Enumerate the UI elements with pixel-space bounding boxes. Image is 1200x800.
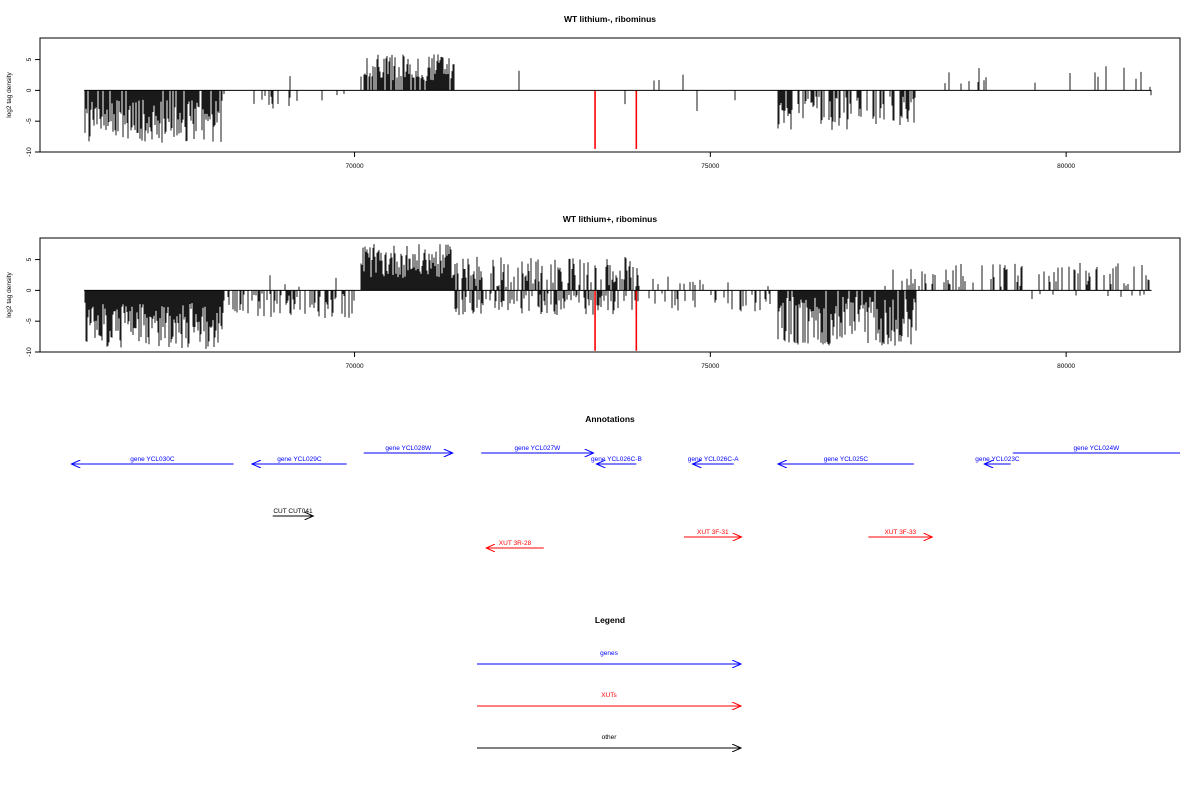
feature-label: XUT 3F-33 — [885, 529, 917, 536]
y-tick-label: 5 — [26, 57, 33, 61]
y-tick-label: -5 — [26, 118, 33, 124]
annotation-feature: gene YCL028W — [363, 445, 453, 453]
annotations-panel: Annotations gene YCL030C gene YCL029Cgene… — [71, 414, 1180, 548]
x-tick-label: 80000 — [1057, 363, 1075, 370]
feature-label: gene YCL023C — [975, 456, 1020, 463]
feature-label: gene YCL030C — [130, 456, 175, 463]
feature-label: gene YCL026C-A — [688, 456, 739, 463]
annotation-feature: gene YCL024W — [1012, 445, 1180, 454]
legend-item: XUTs — [477, 692, 741, 706]
feature-label: CUT CUT041 — [273, 508, 313, 515]
x-tick-label: 70000 — [345, 363, 363, 370]
x-tick-label: 75000 — [701, 163, 719, 170]
track-panel-1: WT lithium-, ribominus 70000 75000 80000 5… — [6, 14, 1181, 170]
y-tick-label: 0 — [26, 288, 33, 292]
legend-label: genes — [600, 650, 618, 657]
feature-label: XUT 3R-28 — [499, 540, 532, 547]
annotation-feature: XUT 3F-33 — [868, 529, 932, 537]
annotation-feature: gene YCL029C — [252, 456, 347, 464]
y-tick-label: -10 — [26, 147, 33, 157]
x-tick-label: 70000 — [345, 163, 363, 170]
panel-2-title: WT lithium+, ribominus — [563, 214, 657, 224]
track-panel-2: WT lithium+, ribominus 70000 75000 80000 5… — [6, 214, 1181, 370]
legend-label: other — [602, 734, 618, 741]
annotation-feature: XUT 3F-31 — [684, 529, 742, 537]
feature-label: gene YCL029C — [277, 456, 322, 463]
panel-1-signal-bars — [84, 54, 1152, 143]
panel-1-frame — [39, 37, 1181, 153]
y-tick-label: -10 — [26, 347, 33, 357]
feature-label: XUT 3F-31 — [697, 529, 729, 536]
feature-label: gene YCL024W — [1073, 445, 1120, 452]
y-tick-label: 0 — [26, 88, 33, 92]
annotation-feature: gene YCL026C-A — [688, 456, 739, 464]
panel-2-y-axis: 5 0 -5 -10 — [26, 257, 41, 357]
legend-item: genes — [477, 650, 741, 664]
panel-2-x-axis: 70000 75000 80000 — [345, 351, 1076, 370]
legend-label: XUTs — [601, 692, 617, 699]
panel-2-y-label: log2 tag density — [6, 271, 13, 317]
annotations-title: Annotations — [585, 414, 635, 424]
feature-label: gene YCL027W — [515, 445, 562, 452]
panel-1-y-label: log2 tag density — [6, 71, 13, 117]
legend-item: other — [477, 734, 741, 748]
panel-1-title: WT lithium-, ribominus — [564, 14, 656, 24]
legend-panel: Legend genes XUTs other — [477, 615, 741, 748]
annotation-feature: gene YCL027W — [481, 445, 593, 453]
feature-label: gene YCL028W — [385, 445, 432, 452]
annotation-feature: XUT 3R-28 — [486, 540, 544, 548]
panel-2-signal-bars — [84, 244, 1150, 349]
panel-1-y-axis: 5 0 -5 -10 — [26, 57, 41, 157]
panel-1-highlight-bars — [594, 90, 638, 149]
y-tick-label: 5 — [26, 257, 33, 261]
annotation-feature: CUT CUT041 — [272, 508, 314, 516]
feature-label: gene YCL025C — [824, 456, 869, 463]
y-tick-label: -5 — [26, 318, 33, 324]
annotation-feature: gene YCL023C — [975, 456, 1020, 464]
panel-2-highlight-bars — [594, 290, 638, 351]
annotation-features: gene YCL030C gene YCL029C gene YCL028W gene… — [71, 445, 1180, 548]
x-tick-label: 75000 — [701, 363, 719, 370]
legend-title: Legend — [595, 615, 625, 625]
feature-label: gene YCL026C-B — [591, 456, 642, 463]
panel-1-x-axis: 70000 75000 80000 — [345, 151, 1076, 170]
annotation-feature: gene YCL030C — [71, 456, 234, 464]
x-tick-label: 80000 — [1057, 163, 1075, 170]
annotation-feature: gene YCL026C-B — [591, 456, 642, 464]
legend-items: genes XUTs other — [477, 650, 741, 748]
annotation-feature: gene YCL025C — [778, 456, 914, 464]
